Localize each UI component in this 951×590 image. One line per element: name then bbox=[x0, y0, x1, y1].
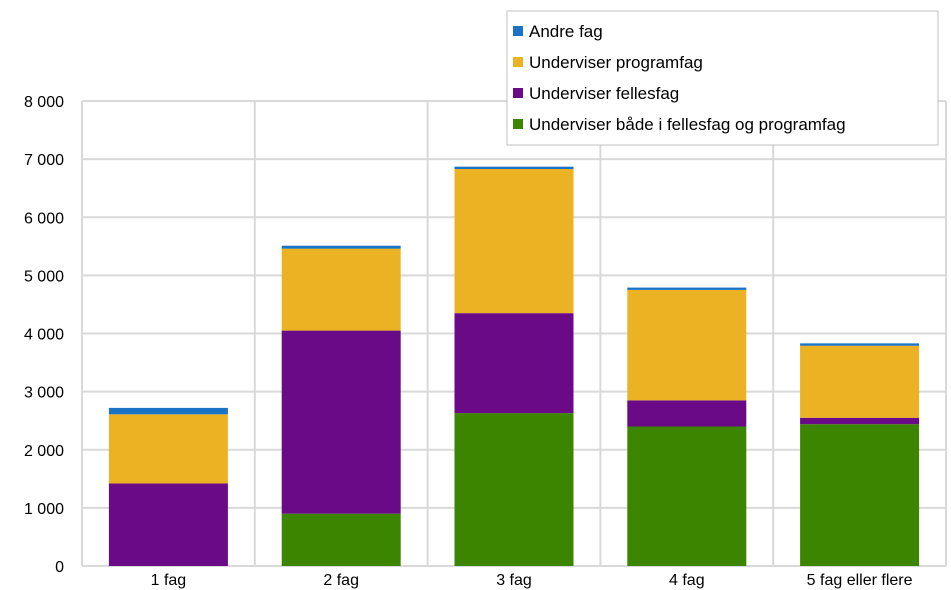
bar-segment bbox=[454, 313, 574, 414]
bar-segment bbox=[627, 289, 747, 401]
y-tick-label: 1 000 bbox=[24, 501, 64, 518]
bar-segment bbox=[108, 414, 228, 484]
x-axis-ticks: 1 fag 2 fag 3 fag 4 fag 5 fag eller flere bbox=[151, 572, 913, 589]
bar-segment bbox=[800, 424, 920, 566]
y-tick-label: 2 000 bbox=[24, 443, 64, 460]
bar-segment bbox=[627, 287, 747, 290]
legend-label: Underviser både i fellesfag og programfa… bbox=[529, 115, 846, 134]
bars bbox=[108, 166, 920, 566]
y-tick-label: 3 000 bbox=[24, 385, 64, 402]
y-tick-label: 5 000 bbox=[24, 268, 64, 285]
x-tick-label: 2 fag bbox=[323, 572, 359, 589]
legend-swatch bbox=[513, 88, 523, 98]
bar-segment bbox=[108, 483, 228, 566]
bar-segment bbox=[800, 343, 920, 346]
y-tick-label: 7 000 bbox=[24, 152, 64, 169]
bar-segment bbox=[800, 345, 920, 418]
bar-segment bbox=[281, 330, 401, 514]
legend-label: Underviser programfag bbox=[529, 53, 703, 72]
bar-segment bbox=[281, 248, 401, 331]
legend-swatch bbox=[513, 57, 523, 67]
x-tick-label: 5 fag eller flere bbox=[807, 572, 913, 589]
bar-segment bbox=[454, 169, 574, 314]
bar-segment bbox=[454, 166, 574, 170]
bar-segment bbox=[627, 426, 747, 566]
bar-segment bbox=[454, 413, 574, 566]
bar-segment bbox=[800, 417, 920, 425]
bar-segment bbox=[281, 245, 401, 249]
y-tick-label: 4 000 bbox=[24, 327, 64, 344]
y-tick-label: 6 000 bbox=[24, 210, 64, 227]
y-tick-label: 0 bbox=[55, 559, 64, 576]
x-tick-label: 3 fag bbox=[496, 572, 532, 589]
x-tick-label: 1 fag bbox=[151, 572, 187, 589]
legend-box bbox=[506, 10, 939, 146]
legend-swatch bbox=[513, 26, 523, 36]
legend-label: Underviser fellesfag bbox=[529, 84, 679, 103]
legend: Andre fag Underviser programfag Underviser… bbox=[506, 10, 939, 146]
x-tick-label: 4 fag bbox=[669, 572, 705, 589]
y-tick-label: 8 000 bbox=[24, 94, 64, 111]
bar-segment bbox=[281, 513, 401, 566]
legend-swatch bbox=[513, 119, 523, 129]
bar-segment bbox=[627, 400, 747, 427]
legend-label: Andre fag bbox=[529, 22, 603, 41]
bar-segment bbox=[108, 407, 228, 415]
y-axis-ticks: 0 1 000 2 000 3 000 4 000 5 000 6 000 7 000 8 00… bbox=[24, 94, 64, 576]
